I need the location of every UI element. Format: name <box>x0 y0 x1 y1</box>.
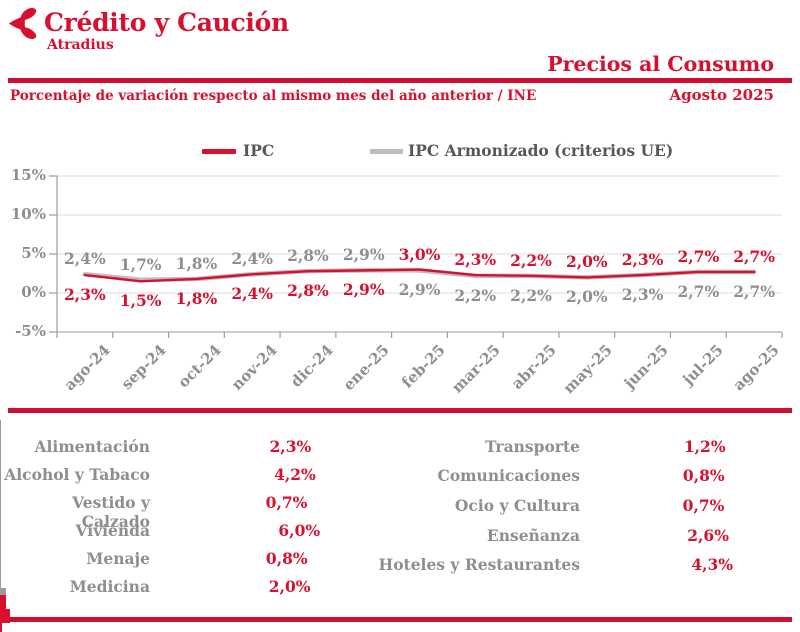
data-label-ipc: 2,3% <box>454 250 497 270</box>
brand-name: Crédito y Caución <box>44 8 289 37</box>
line-chart-canvas <box>49 175 783 338</box>
data-label-ipc: 2,7% <box>733 246 775 266</box>
category-bar <box>0 595 6 609</box>
data-label-armonizado: 1,7% <box>119 254 162 274</box>
data-label-armonizado: 2,7% <box>677 281 720 301</box>
category-bar <box>0 609 11 623</box>
category-value: 4,2% <box>274 465 316 484</box>
data-label-armonizado: 2,3% <box>621 285 664 305</box>
ipc-legend-line-icon <box>202 149 236 154</box>
section-divider-rule <box>8 408 792 413</box>
data-label-armonizado: 2,8% <box>287 246 329 266</box>
category-value: 0,8% <box>682 466 725 486</box>
data-label-ipc: 1,5% <box>119 291 162 311</box>
data-label-armonizado: 2,2% <box>510 285 552 305</box>
data-label-ipc: 1,8% <box>175 288 218 308</box>
footer-rule <box>8 617 792 622</box>
data-label-armonizado: 2,2% <box>454 285 497 305</box>
y-axis-label: 10% <box>10 205 46 223</box>
category-label: Vivienda <box>75 521 150 540</box>
brand-subname: Atradius <box>47 37 114 53</box>
y-axis-label: 5% <box>21 244 46 262</box>
y-axis-label: 15% <box>10 166 46 184</box>
bar-axis-tick <box>0 591 6 592</box>
report-subtitle: Porcentaje de variación respecto al mism… <box>10 88 537 104</box>
category-label: Alcohol y Tabaco <box>4 465 150 484</box>
category-label: Hoteles y Restaurantes <box>378 555 580 575</box>
bar-axis-line <box>0 420 1 588</box>
data-label-armonizado: 1,8% <box>175 253 218 273</box>
header-divider-rule <box>8 78 792 83</box>
data-label-ipc: 2,8% <box>287 281 329 301</box>
category-label: Enseñanza <box>486 525 580 545</box>
bar-axis-tick <box>0 589 6 590</box>
report-period: Agosto 2025 <box>669 86 774 104</box>
category-label: Transporte <box>485 436 580 456</box>
category-value: 2,6% <box>687 525 729 545</box>
category-label: Medicina <box>69 577 150 596</box>
data-label-ipc: 2,2% <box>510 250 552 270</box>
category-label: Ocio y Cultura <box>454 496 580 515</box>
bar-axis-tick <box>0 593 6 594</box>
category-value: 0,8% <box>265 549 308 568</box>
bar-axis-tick <box>0 588 6 589</box>
category-label: Comunicaciones <box>437 466 580 486</box>
category-value: 0,7% <box>682 496 725 515</box>
data-label-ipc: 2,3% <box>621 250 664 270</box>
bar-axis-tick <box>0 594 6 595</box>
category-bar <box>0 623 2 632</box>
data-label-ipc: 2,4% <box>231 284 274 304</box>
category-value: 0,7% <box>265 493 308 512</box>
data-label-ipc: 2,7% <box>677 246 720 266</box>
data-label-armonizado: 2,9% <box>342 245 385 265</box>
data-label-ipc: 3,0% <box>398 244 441 264</box>
bar-axis-tick <box>0 590 6 591</box>
ipc-line-chart: 15% 10% 5% 0% -5% 2,4% 2,3% 1,7% 1,5% 1,8% 1,8% 2,4… <box>10 166 783 397</box>
y-axis-label: -5% <box>15 322 46 340</box>
category-label: Vestido y Calzado <box>72 493 150 531</box>
ipc-series-line <box>83 268 756 283</box>
credito-caucion-logo-icon <box>8 7 37 40</box>
category-bar-charts: Alimentación 2,3% Alcohol y Tabaco 4,2% Vest… <box>0 420 800 632</box>
category-value: 2,0% <box>268 577 311 596</box>
ipc-legend-label: IPC <box>243 141 275 160</box>
data-label-armonizado: 2,9% <box>398 280 441 300</box>
data-label-armonizado: 2,4% <box>64 249 106 269</box>
category-value: 2,3% <box>269 437 312 456</box>
data-label-armonizado: 2,7% <box>733 281 775 301</box>
category-value: 4,3% <box>691 555 734 575</box>
report-title: Precios al Consumo <box>547 52 774 76</box>
y-axis-label: 0% <box>21 283 46 301</box>
category-label: Alimentación <box>34 437 150 456</box>
bar-axis-tick <box>0 592 6 593</box>
category-value: 6,0% <box>278 521 321 540</box>
data-label-ipc: 2,0% <box>565 252 608 272</box>
armonizado-legend-line-icon <box>370 149 403 154</box>
data-label-ipc: 2,3% <box>64 285 106 305</box>
armonizado-legend-label: IPC Armonizado (criterios UE) <box>408 141 674 160</box>
data-label-armonizado: 2,4% <box>231 249 274 269</box>
category-label: Menaje <box>86 549 150 568</box>
data-label-ipc: 2,9% <box>342 280 385 300</box>
category-value: 1,2% <box>683 436 726 456</box>
data-label-armonizado: 2,0% <box>565 287 608 307</box>
